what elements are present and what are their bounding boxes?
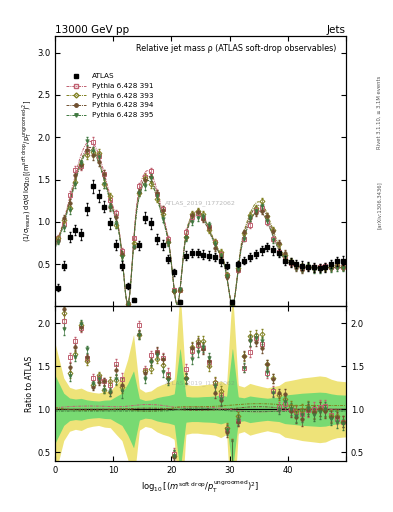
Text: Rivet 3.1.10, ≥ 3.1M events: Rivet 3.1.10, ≥ 3.1M events: [377, 76, 382, 150]
Text: Relative jet mass ρ (ATLAS soft-drop observables): Relative jet mass ρ (ATLAS soft-drop obs…: [136, 44, 337, 53]
Y-axis label: Ratio to ATLAS: Ratio to ATLAS: [25, 355, 34, 412]
Text: Jets: Jets: [327, 25, 346, 35]
Text: 13000 GeV pp: 13000 GeV pp: [55, 25, 129, 35]
Y-axis label: (1/σ$_{\mathrm{resum}}$) dσ/d log$_{10}$[(m$^{\mathrm{soft\ drop}}$/p$_\mathrm{T: (1/σ$_{\mathrm{resum}}$) dσ/d log$_{10}$…: [20, 100, 34, 242]
Text: ATLAS_2019_I1772062: ATLAS_2019_I1772062: [165, 201, 236, 206]
Legend: ATLAS, Pythia 6.428 391, Pythia 6.428 393, Pythia 6.428 394, Pythia 6.428 395: ATLAS, Pythia 6.428 391, Pythia 6.428 39…: [64, 72, 155, 119]
Text: ATLAS_2019_I1772062: ATLAS_2019_I1772062: [165, 381, 236, 387]
X-axis label: $\log_{10}$[$(m^{\mathrm{soft\ drop}}/p_\mathrm{T}^{\mathrm{ungroomed}})^2$]: $\log_{10}$[$(m^{\mathrm{soft\ drop}}/p_…: [141, 479, 259, 495]
Text: [arXiv:1306.3436]: [arXiv:1306.3436]: [377, 181, 382, 229]
